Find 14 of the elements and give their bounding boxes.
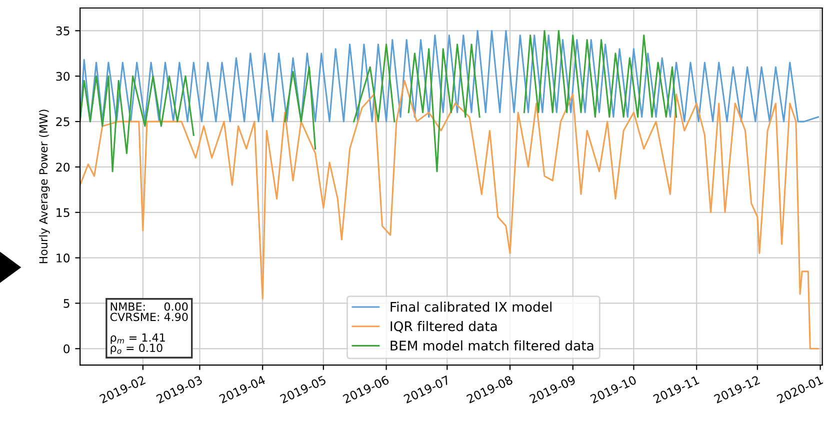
legend-label: BEM model match filtered data — [390, 340, 594, 351]
line-series — [80, 30, 820, 122]
y-tick-label: 0 — [64, 344, 70, 354]
y-tick-label: 15 — [56, 208, 70, 218]
y-tick-label: 10 — [56, 254, 70, 262]
legend-label: Final calibrated IX model — [390, 302, 552, 312]
y-tick-label: 30 — [56, 72, 70, 81]
y-tick-label: 35 — [56, 26, 70, 36]
legend-label: IQR filtered data — [390, 320, 497, 333]
y-tick-label: 20 — [56, 162, 70, 172]
y-tick-label: 5 — [64, 299, 70, 308]
y-axis-title: Hourly Average Power (MW) — [39, 110, 50, 264]
text: NMBE: 0.00 CVRSME: 4.90 ρ$_{m}$ = 1.41 ρ$_{o}$ = 0.10 — [110, 302, 188, 354]
y-tick-label: 25 — [56, 117, 70, 126]
